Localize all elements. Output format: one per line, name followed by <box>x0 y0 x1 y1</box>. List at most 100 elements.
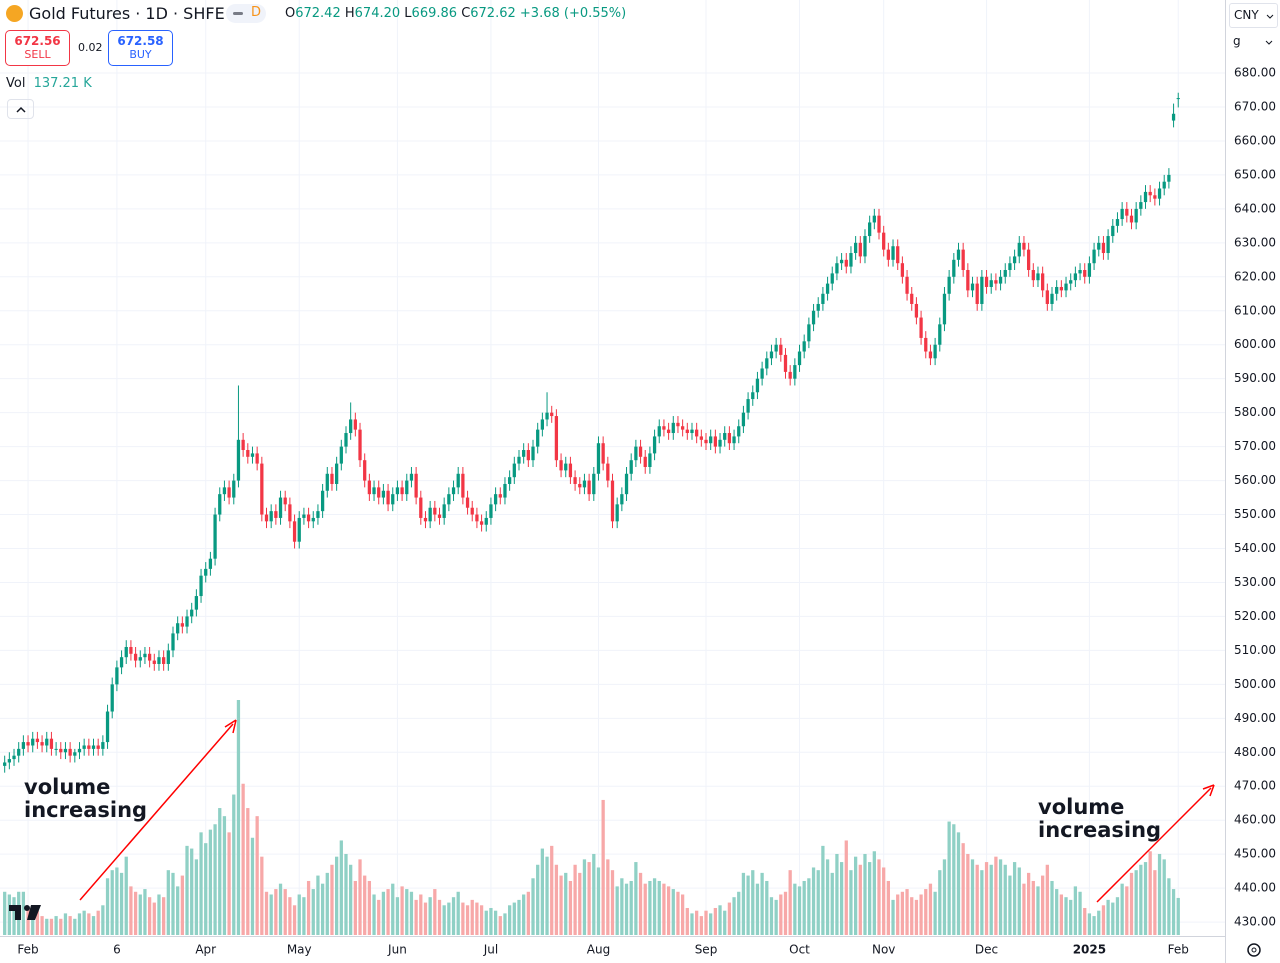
chevron <box>16 106 26 113</box>
volume-bar <box>1153 870 1157 935</box>
candle-body <box>264 514 269 522</box>
volume-bar <box>896 894 900 935</box>
annotation-text: volume <box>1038 795 1124 819</box>
candle-body <box>115 667 119 685</box>
candle-body <box>260 463 264 515</box>
volume-bar <box>306 880 311 935</box>
volume-bar <box>550 845 554 935</box>
volume-bar <box>713 907 717 935</box>
candle-body <box>882 232 886 250</box>
volume-bar <box>264 891 269 935</box>
y-tick-label: 530.00 <box>1234 575 1276 589</box>
volume-bar <box>980 870 984 935</box>
x-tick-label: May <box>287 943 312 957</box>
volume-bar <box>634 862 638 935</box>
volume-bar <box>956 832 961 935</box>
candle-body <box>465 497 470 508</box>
ohlc-value: 672.42 <box>295 6 341 21</box>
candle-body <box>405 480 409 495</box>
interval-badge[interactable]: D <box>226 4 266 23</box>
volume-bar <box>180 875 184 935</box>
volume-bar <box>489 907 493 935</box>
candle-body <box>1176 98 1180 100</box>
y-tick-label: 680.00 <box>1234 66 1276 80</box>
volume-bars <box>3 700 1180 935</box>
volume-bar <box>63 913 68 935</box>
candle-body <box>699 436 703 440</box>
candle-body <box>690 429 694 434</box>
volume-bar <box>666 886 671 935</box>
candle-body <box>171 633 175 651</box>
candle-body <box>825 283 830 294</box>
candle-body <box>807 324 811 342</box>
volume-bar <box>484 910 488 935</box>
candle-body <box>437 514 442 518</box>
candle-body <box>330 473 334 484</box>
candle-body <box>1157 188 1162 199</box>
arrow-line <box>79 723 234 901</box>
volume-bar <box>199 832 203 935</box>
candle-body <box>606 463 610 481</box>
volume-bar <box>479 905 484 935</box>
candle-body <box>302 514 306 518</box>
volume-bar <box>751 870 755 935</box>
candle-body <box>942 293 947 325</box>
symbol-title[interactable]: Gold Futures · 1D · SHFE <box>29 4 225 23</box>
settings-icon[interactable] <box>1247 943 1261 957</box>
collapse-button[interactable] <box>7 99 34 119</box>
volume-bar <box>1097 910 1101 935</box>
volume-bar <box>236 700 241 935</box>
volume-bar <box>554 864 559 935</box>
volume-bar <box>970 859 975 935</box>
candle-body <box>194 596 199 610</box>
candle-body <box>498 494 502 498</box>
volume-bar <box>87 913 91 935</box>
volume-bar <box>564 872 568 935</box>
candle-body <box>578 483 582 488</box>
volume-bar <box>1017 867 1021 935</box>
volume-bar <box>779 894 783 935</box>
sell-button[interactable]: 672.56 SELL <box>5 30 70 66</box>
volume-bar <box>241 783 245 935</box>
candle-body <box>793 365 797 379</box>
candle-body <box>7 759 11 763</box>
volume-bar <box>68 916 72 935</box>
logo-part <box>15 905 21 920</box>
candle-body <box>77 748 82 753</box>
candle-body <box>1031 270 1035 281</box>
candle-body <box>73 752 77 756</box>
volume-bar <box>952 824 956 935</box>
candle-body <box>409 473 414 481</box>
volume-bar <box>723 910 727 935</box>
buy-button[interactable]: 672.58 BUY <box>108 30 173 66</box>
volume-bar <box>849 870 853 935</box>
candle-body <box>760 368 764 379</box>
candle-body <box>414 473 418 498</box>
x-tick-label: Aug <box>587 943 610 957</box>
candle-body <box>479 521 484 525</box>
candle-body <box>339 446 343 464</box>
candle-body <box>620 494 624 505</box>
volume-bar <box>437 899 442 935</box>
candle-body <box>68 748 72 756</box>
volume-bar <box>176 886 180 935</box>
volume-bar <box>863 853 867 935</box>
volume-bar <box>1031 880 1035 935</box>
x-tick-label: 6 <box>113 943 121 957</box>
unit-select[interactable]: g <box>1229 30 1278 53</box>
candle-body <box>564 463 568 471</box>
volume-bar <box>451 897 456 935</box>
volume-bar <box>596 867 601 935</box>
volume-bar <box>620 878 624 935</box>
volume-bar <box>559 875 563 935</box>
volume-bar <box>349 864 353 935</box>
candle-body <box>540 419 545 430</box>
volume-bar <box>339 840 343 935</box>
candle-body <box>493 494 498 505</box>
candle-body <box>442 504 446 518</box>
volume-bar <box>391 883 395 935</box>
currency-select[interactable]: CNY <box>1229 3 1278 28</box>
volume-bar <box>1083 907 1087 935</box>
settings-gear[interactable] <box>1247 943 1261 957</box>
candle-body <box>863 236 867 257</box>
